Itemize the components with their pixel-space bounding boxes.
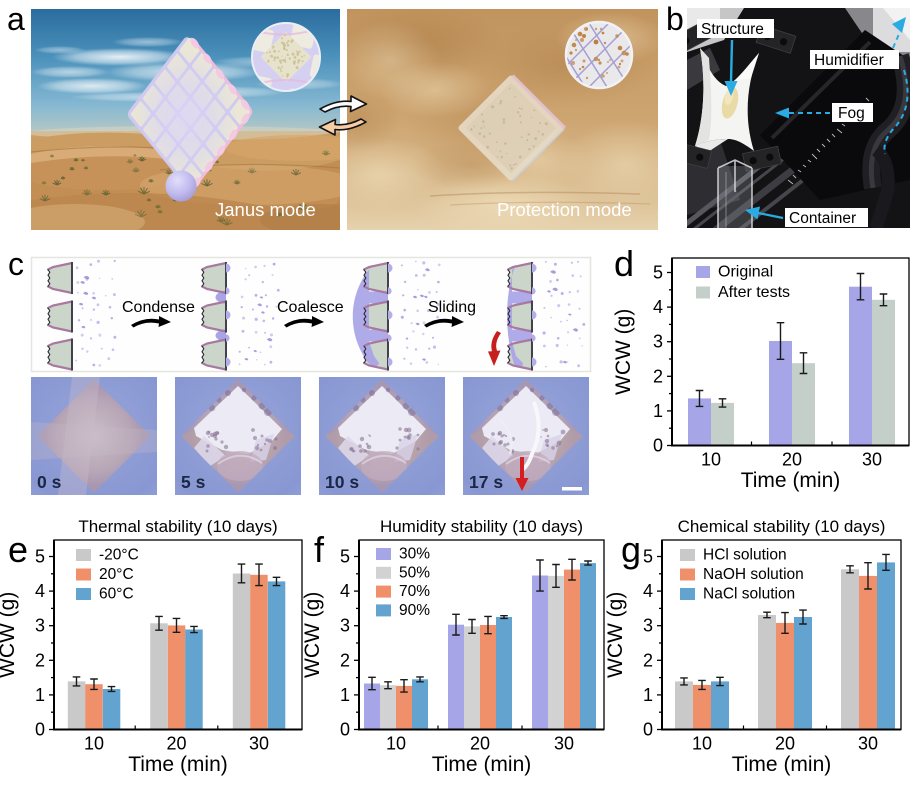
svg-text:0: 0 xyxy=(340,720,350,740)
svg-text:NaOH solution: NaOH solution xyxy=(703,566,804,583)
svg-text:WCW (g): WCW (g) xyxy=(301,592,324,678)
svg-text:70%: 70% xyxy=(399,583,430,600)
svg-text:0: 0 xyxy=(653,436,663,456)
svg-text:30: 30 xyxy=(249,734,269,754)
svg-text:20: 20 xyxy=(775,734,795,754)
svg-text:-20°C: -20°C xyxy=(99,547,139,564)
svg-text:Condense: Condense xyxy=(122,299,195,316)
svg-text:Protection mode: Protection mode xyxy=(497,199,632,220)
svg-text:3: 3 xyxy=(340,616,350,636)
svg-text:HCl solution: HCl solution xyxy=(703,547,787,564)
svg-text:20: 20 xyxy=(470,734,490,754)
svg-text:After tests: After tests xyxy=(718,284,790,301)
svg-text:Thermal stability (10 days): Thermal stability (10 days) xyxy=(78,517,277,536)
svg-text:20: 20 xyxy=(782,450,802,470)
svg-text:Time (min): Time (min) xyxy=(732,753,832,776)
svg-text:3: 3 xyxy=(653,332,663,352)
svg-text:Chemical stability (10 days): Chemical stability (10 days) xyxy=(678,517,886,536)
svg-text:90%: 90% xyxy=(399,602,430,619)
svg-text:WCW (g): WCW (g) xyxy=(604,592,627,678)
svg-text:Time (min): Time (min) xyxy=(128,753,228,776)
svg-text:5: 5 xyxy=(653,263,663,283)
svg-text:Original: Original xyxy=(718,264,773,281)
svg-text:Fog: Fog xyxy=(838,105,865,122)
svg-text:10: 10 xyxy=(692,734,712,754)
svg-text:4: 4 xyxy=(340,581,350,601)
svg-text:10: 10 xyxy=(701,450,721,470)
svg-text:Time (min): Time (min) xyxy=(432,753,532,776)
svg-text:b: b xyxy=(666,1,684,37)
svg-text:20°C: 20°C xyxy=(99,566,134,583)
svg-text:a: a xyxy=(7,1,25,37)
svg-text:0: 0 xyxy=(643,720,653,740)
svg-text:Humidifier: Humidifier xyxy=(814,52,884,69)
svg-text:30%: 30% xyxy=(399,546,430,563)
svg-text:0 s: 0 s xyxy=(37,472,62,492)
svg-text:1: 1 xyxy=(35,685,45,705)
svg-text:5: 5 xyxy=(340,547,350,567)
svg-text:Janus mode: Janus mode xyxy=(215,199,316,220)
svg-text:g: g xyxy=(621,529,641,570)
svg-text:10: 10 xyxy=(386,734,406,754)
svg-text:30: 30 xyxy=(858,734,878,754)
svg-text:60°C: 60°C xyxy=(99,586,134,603)
svg-text:3: 3 xyxy=(643,616,653,636)
svg-text:2: 2 xyxy=(653,366,663,386)
svg-text:2: 2 xyxy=(340,650,350,670)
svg-text:1: 1 xyxy=(653,401,663,421)
svg-text:4: 4 xyxy=(653,297,663,317)
svg-text:Time (min): Time (min) xyxy=(741,469,841,492)
svg-text:30: 30 xyxy=(862,450,882,470)
svg-text:17 s: 17 s xyxy=(469,472,503,492)
svg-text:5: 5 xyxy=(35,547,45,567)
svg-text:e: e xyxy=(8,529,28,570)
svg-text:f: f xyxy=(314,529,325,570)
svg-text:0: 0 xyxy=(35,720,45,740)
svg-text:WCW (g): WCW (g) xyxy=(0,592,19,678)
svg-text:Coalesce: Coalesce xyxy=(277,299,344,316)
svg-text:4: 4 xyxy=(35,581,45,601)
svg-text:1: 1 xyxy=(643,685,653,705)
svg-text:Structure: Structure xyxy=(701,21,764,38)
svg-text:c: c xyxy=(8,246,24,282)
svg-text:Sliding: Sliding xyxy=(428,299,476,316)
svg-text:2: 2 xyxy=(643,650,653,670)
svg-text:50%: 50% xyxy=(399,564,430,581)
svg-text:2: 2 xyxy=(35,650,45,670)
svg-text:4: 4 xyxy=(643,581,653,601)
svg-text:d: d xyxy=(614,243,634,284)
svg-text:5 s: 5 s xyxy=(181,472,206,492)
svg-text:30: 30 xyxy=(554,734,574,754)
svg-text:1: 1 xyxy=(340,685,350,705)
svg-text:Humidity stability (10 days): Humidity stability (10 days) xyxy=(380,517,583,536)
svg-text:5: 5 xyxy=(643,547,653,567)
svg-text:NaCl solution: NaCl solution xyxy=(703,586,795,603)
svg-text:20: 20 xyxy=(166,734,186,754)
svg-text:Container: Container xyxy=(789,210,856,227)
svg-text:WCW (g): WCW (g) xyxy=(612,309,635,395)
svg-text:3: 3 xyxy=(35,616,45,636)
svg-text:10: 10 xyxy=(84,734,104,754)
svg-text:10 s: 10 s xyxy=(325,472,359,492)
